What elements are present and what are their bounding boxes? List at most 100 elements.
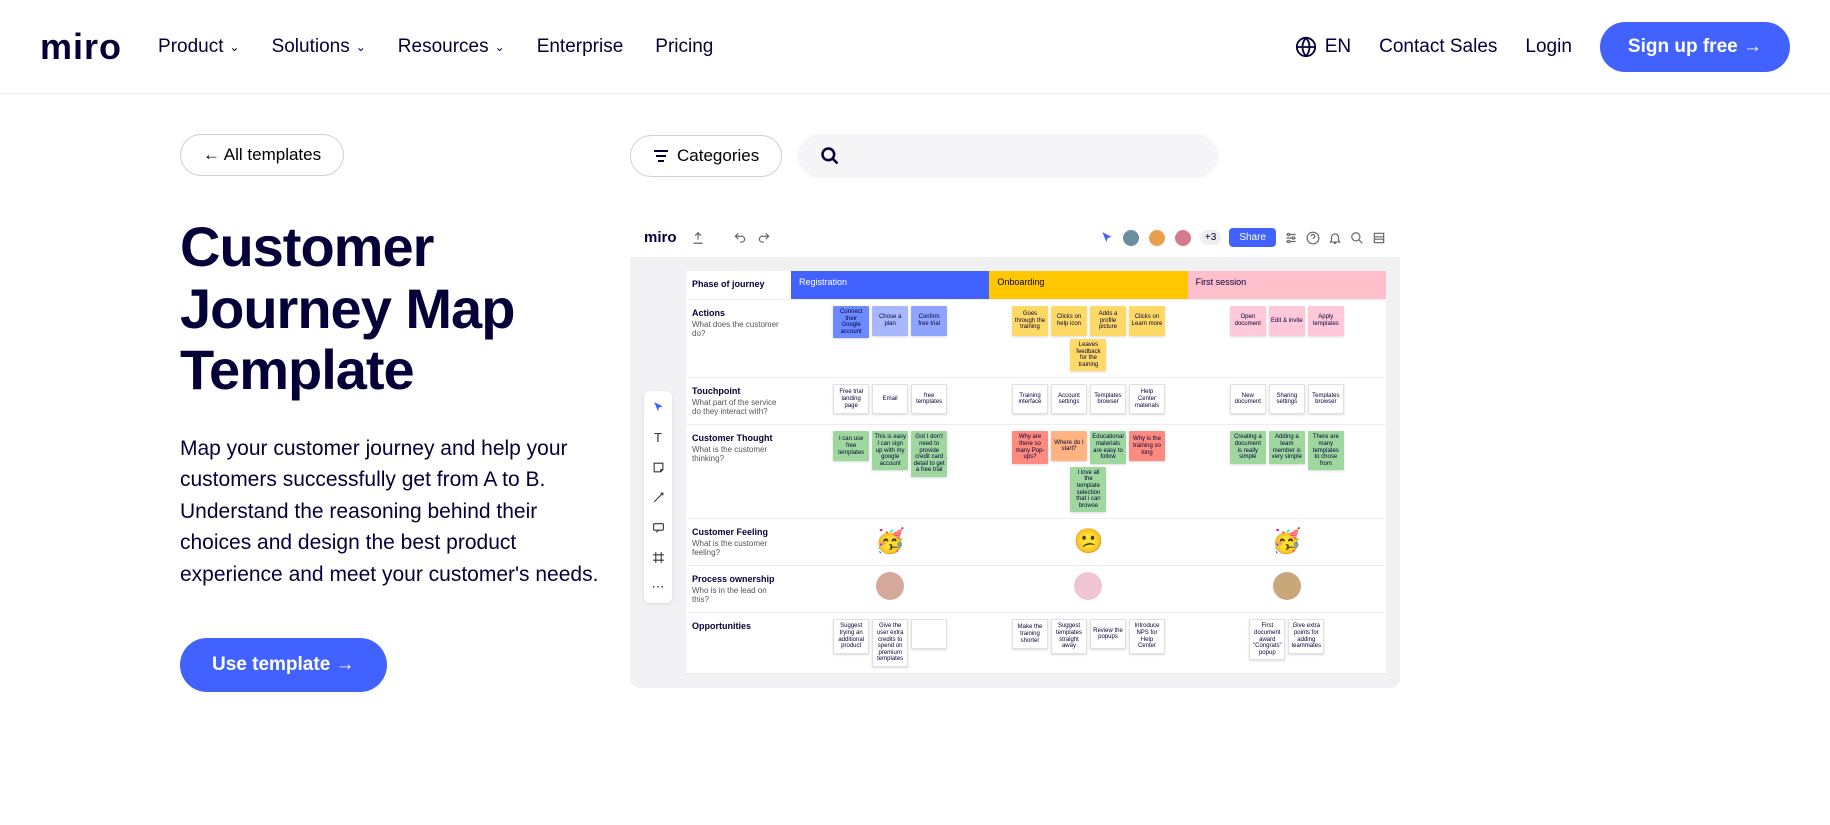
help-icon[interactable] bbox=[1306, 231, 1320, 245]
sticky-note[interactable]: Give the user extra credits to spend on … bbox=[872, 619, 908, 667]
share-button[interactable]: Share bbox=[1229, 228, 1276, 247]
bell-icon[interactable] bbox=[1328, 231, 1342, 245]
signup-button[interactable]: Sign up free → bbox=[1600, 22, 1790, 72]
sticky-note[interactable]: Confirm free trial bbox=[911, 306, 947, 336]
sticky-note[interactable]: I love all the template selection that i… bbox=[1070, 467, 1106, 513]
site-header: miro Product⌄ Solutions⌄ Resources⌄ Ente… bbox=[0, 0, 1830, 94]
sticky-note[interactable]: Help Center materials bbox=[1129, 384, 1165, 414]
page-content: ← All templates Customer Journey Map Tem… bbox=[0, 94, 1830, 692]
sticky-note[interactable]: Where do I start? bbox=[1051, 431, 1087, 461]
phase-header: Onboarding bbox=[989, 271, 1187, 299]
nav-enterprise[interactable]: Enterprise bbox=[537, 36, 624, 58]
sticky-note[interactable]: Educational materials are easy to follow bbox=[1090, 431, 1126, 463]
sticky-note[interactable]: New document bbox=[1230, 384, 1266, 414]
sticky-note[interactable]: Clicks on help icon bbox=[1051, 306, 1087, 336]
nav-product[interactable]: Product⌄ bbox=[158, 36, 240, 58]
journey-map-table: Phase of journeyRegistrationOnboardingFi… bbox=[686, 271, 1386, 674]
sticky-note[interactable]: This is easy I can sign up with my googl… bbox=[872, 431, 908, 470]
sticky-note[interactable]: Adds a profile picture bbox=[1090, 306, 1126, 336]
search-small-icon[interactable] bbox=[1350, 231, 1364, 245]
nav-resources[interactable]: Resources⌄ bbox=[398, 36, 505, 58]
sticky-note[interactable]: Email bbox=[872, 384, 908, 414]
sticky-note[interactable]: Connect their Google account bbox=[833, 306, 869, 338]
tool-comment[interactable] bbox=[650, 519, 666, 535]
sticky-note[interactable]: Open document bbox=[1230, 306, 1266, 336]
logo[interactable]: miro bbox=[40, 26, 122, 68]
journey-cell: Make the training shorterSuggest templat… bbox=[989, 613, 1187, 673]
owner-avatar[interactable] bbox=[1273, 572, 1301, 600]
avatar[interactable] bbox=[1148, 229, 1166, 247]
sticky-note[interactable]: Why are there so many Pop-ups? bbox=[1012, 431, 1048, 463]
row-label: ActionsWhat does the customer do? bbox=[686, 300, 791, 377]
journey-cell: Open documentEdit & inviteApply template… bbox=[1188, 300, 1386, 377]
filter-icon bbox=[653, 150, 669, 162]
use-template-button[interactable]: Use template → bbox=[180, 638, 387, 692]
nav-pricing[interactable]: Pricing bbox=[655, 36, 713, 58]
tool-sticky[interactable] bbox=[650, 459, 666, 475]
contact-sales-link[interactable]: Contact Sales bbox=[1379, 36, 1497, 58]
emoji-cell: 😕 bbox=[989, 519, 1187, 565]
sticky-note[interactable]: Free trial landing page bbox=[833, 384, 869, 414]
row-label: Customer FeelingWhat is the customer fee… bbox=[686, 519, 791, 565]
sticky-note[interactable]: Sharing settings bbox=[1269, 384, 1305, 414]
tool-more[interactable]: ⋯ bbox=[650, 579, 666, 595]
sticky-note[interactable]: Review the popups bbox=[1090, 619, 1126, 649]
sticky-note[interactable]: There are many templates to chose from bbox=[1308, 431, 1344, 470]
sticky-note[interactable]: Suggest trying an additional product bbox=[833, 619, 869, 653]
sticky-note[interactable]: Leaves feedback for the training bbox=[1070, 339, 1106, 371]
avatar[interactable] bbox=[1174, 229, 1192, 247]
language-label: EN bbox=[1325, 36, 1351, 58]
sticky-note[interactable]: Training interface bbox=[1012, 384, 1048, 414]
sticky-note[interactable]: Templates browser bbox=[1308, 384, 1344, 414]
sticky-note[interactable]: Apply templates bbox=[1308, 306, 1344, 336]
sticky-note[interactable]: Why is the training so long bbox=[1129, 431, 1165, 461]
sticky-note[interactable]: First document award "Congrats" popup bbox=[1249, 619, 1285, 660]
tool-select[interactable] bbox=[650, 399, 666, 415]
cursor-icon bbox=[1100, 231, 1114, 245]
grid-icon[interactable] bbox=[1372, 231, 1386, 245]
sticky-note[interactable]: Give extra points for adding teammates bbox=[1288, 619, 1324, 653]
sticky-note[interactable]: Chose a plan bbox=[872, 306, 908, 336]
avatar-overflow-count[interactable]: +3 bbox=[1200, 230, 1221, 245]
sticky-note[interactable]: I can use free templates bbox=[833, 431, 869, 461]
search-icon bbox=[820, 146, 840, 166]
redo-icon[interactable] bbox=[757, 231, 771, 245]
journey-cell: First document award "Congrats" popupGiv… bbox=[1188, 613, 1386, 673]
owner-avatar[interactable] bbox=[876, 572, 904, 600]
login-link[interactable]: Login bbox=[1525, 36, 1572, 58]
sticky-note[interactable]: Account settings bbox=[1051, 384, 1087, 414]
categories-button[interactable]: Categories bbox=[630, 135, 782, 177]
sticky-note[interactable]: free templates bbox=[911, 384, 947, 414]
emoji-cell: 🥳 bbox=[1188, 519, 1386, 565]
sticky-note[interactable]: Introduce NPS for Help Center bbox=[1129, 619, 1165, 653]
owner-avatar[interactable] bbox=[1074, 572, 1102, 600]
search-input[interactable] bbox=[798, 134, 1218, 178]
avatar[interactable] bbox=[1122, 229, 1140, 247]
sticky-note[interactable]: Creating a document is really simple bbox=[1230, 431, 1266, 463]
sticky-note[interactable]: Clicks on Learn more bbox=[1129, 306, 1165, 336]
sticky-note[interactable]: Templates browser bbox=[1090, 384, 1126, 414]
settings-icon[interactable] bbox=[1284, 231, 1298, 245]
chevron-down-icon: ⌄ bbox=[356, 40, 366, 54]
upload-icon[interactable] bbox=[691, 231, 705, 245]
journey-cell: Connect their Google accountChose a plan… bbox=[791, 300, 989, 377]
nav-pricing-label: Pricing bbox=[655, 36, 713, 58]
tool-line[interactable] bbox=[650, 489, 666, 505]
sticky-note[interactable]: Edit & invite bbox=[1269, 306, 1305, 336]
journey-cell: Goes through the trainingClicks on help … bbox=[989, 300, 1187, 377]
tool-text[interactable]: T bbox=[650, 429, 666, 445]
tool-frame[interactable] bbox=[650, 549, 666, 565]
row-label: Process ownershipWho is in the lead on t… bbox=[686, 566, 791, 612]
back-all-templates-button[interactable]: ← All templates bbox=[180, 134, 344, 176]
sticky-note[interactable]: Got I don't need to provide credit card … bbox=[911, 431, 947, 477]
sticky-note[interactable]: Goes through the training bbox=[1012, 306, 1048, 336]
sticky-note[interactable]: Make the training shorter bbox=[1012, 619, 1048, 649]
sticky-note[interactable]: Adding a team member is very simple bbox=[1269, 431, 1305, 463]
undo-icon[interactable] bbox=[733, 231, 747, 245]
left-column: ← All templates Customer Journey Map Tem… bbox=[0, 134, 610, 692]
sticky-note[interactable]: Suggest templates straight away bbox=[1051, 619, 1087, 653]
nav-solutions[interactable]: Solutions⌄ bbox=[272, 36, 366, 58]
sticky-note[interactable] bbox=[911, 619, 947, 649]
language-selector[interactable]: EN bbox=[1295, 36, 1351, 58]
journey-cell: New documentSharing settingsTemplates br… bbox=[1188, 378, 1386, 424]
